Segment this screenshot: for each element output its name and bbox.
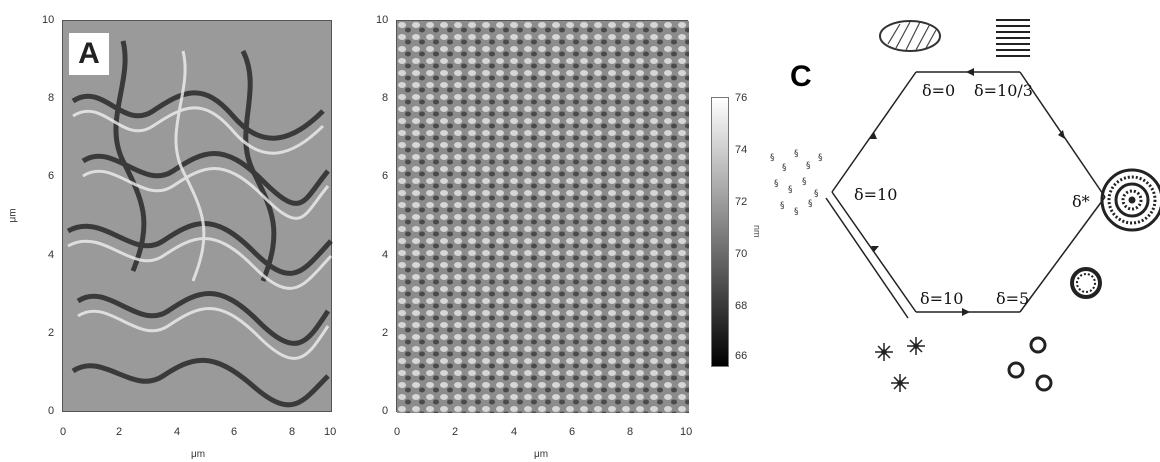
svg-text:§: § [814,189,819,199]
afm-texture-a [66,40,333,408]
a-xtick-0: 0 [60,426,67,438]
svg-text:§: § [808,199,813,209]
b-xtick-4: 4 [511,426,518,438]
a-xtick-10: 10 [324,426,337,438]
afm-texture-b [397,21,689,413]
arrow-bottom [962,308,970,316]
a-ytick-10: 10 [42,14,55,26]
a-xlabel: μm [191,449,206,460]
b-ytick-10: 10 [376,14,389,26]
svg-text:§: § [780,201,785,211]
vesicles-small-icon [1007,336,1053,392]
vesicle-large-icon [1070,267,1102,299]
b-ytick-8: 8 [382,92,389,104]
arrow-top-left [870,132,877,139]
svg-text:§: § [818,153,823,163]
height-colorbar [711,97,729,367]
label-bottom-right: δ=5 [996,289,1029,308]
colorbar-tick-70: 70 [735,248,748,260]
a-ytick-6: 6 [48,170,55,182]
svg-text:§: § [794,149,799,159]
a-ytick-4: 4 [48,249,55,261]
a-ytick-0: 0 [48,405,55,417]
phase-diagram: C δ=0 δ=10/3 δ=10 δ* δ=10 δ=5 [770,19,1160,392]
arrow-bottom-left [871,246,879,252]
b-xlabel: μm [534,449,549,460]
svg-text:§: § [806,161,811,171]
lamellar-stack-icon [996,19,1030,57]
panel-letter-c: C [790,60,812,93]
svg-text:§: § [770,153,775,163]
a-ytick-8: 8 [48,92,55,104]
b-ytick-2: 2 [382,327,389,339]
a-xtick-4: 4 [174,426,181,438]
a-ylabel: μm [7,208,19,223]
edge-parallel [825,197,909,319]
a-xtick-8: 8 [289,426,296,438]
colorbar-tick-72: 72 [735,196,748,208]
label-left: δ=10 [854,185,897,204]
b-ytick-6: 6 [382,170,389,182]
a-xtick-6: 6 [231,426,238,438]
direction-arrows [870,68,1065,316]
colorbar-tick-76: 76 [735,92,748,104]
a-ytick-2: 2 [48,327,55,339]
arrow-top-right [1058,130,1065,139]
arrow-top [966,68,974,76]
micelle-star-icon [875,337,925,392]
colorbar-tick-66: 66 [735,350,748,362]
b-xtick-6: 6 [569,426,576,438]
b-xtick-8: 8 [627,426,634,438]
b-ytick-4: 4 [382,249,389,261]
concentric-vesicle-icon [1100,168,1160,232]
label-bottom-left: δ=10 [920,289,963,308]
b-xtick-2: 2 [452,426,459,438]
b-ytick-0: 0 [382,405,389,417]
label-top-right: δ=10/3 [974,81,1033,100]
svg-text:§: § [788,185,793,195]
b-xtick-10: 10 [680,426,693,438]
svg-text:§: § [794,207,799,217]
label-top-left: δ=0 [922,81,955,100]
edge-bottom-right [1019,196,1106,313]
svg-text:§: § [774,179,779,189]
panel-letter-a: A [69,33,109,75]
svg-text:§: § [802,177,807,187]
b-xtick-0: 0 [394,426,401,438]
colorbar-tick-68: 68 [735,300,748,312]
afm-image-b: B [396,20,689,413]
ellipse-hatched-icon [879,20,941,52]
monomer-scatter-icon: §§§ §§§ §§§ §§§ [770,149,823,217]
a-xtick-2: 2 [116,426,123,438]
label-right: δ* [1072,192,1090,211]
colorbar-tick-74: 74 [735,144,748,156]
afm-image-a: A [62,20,333,412]
svg-text:§: § [782,163,787,173]
